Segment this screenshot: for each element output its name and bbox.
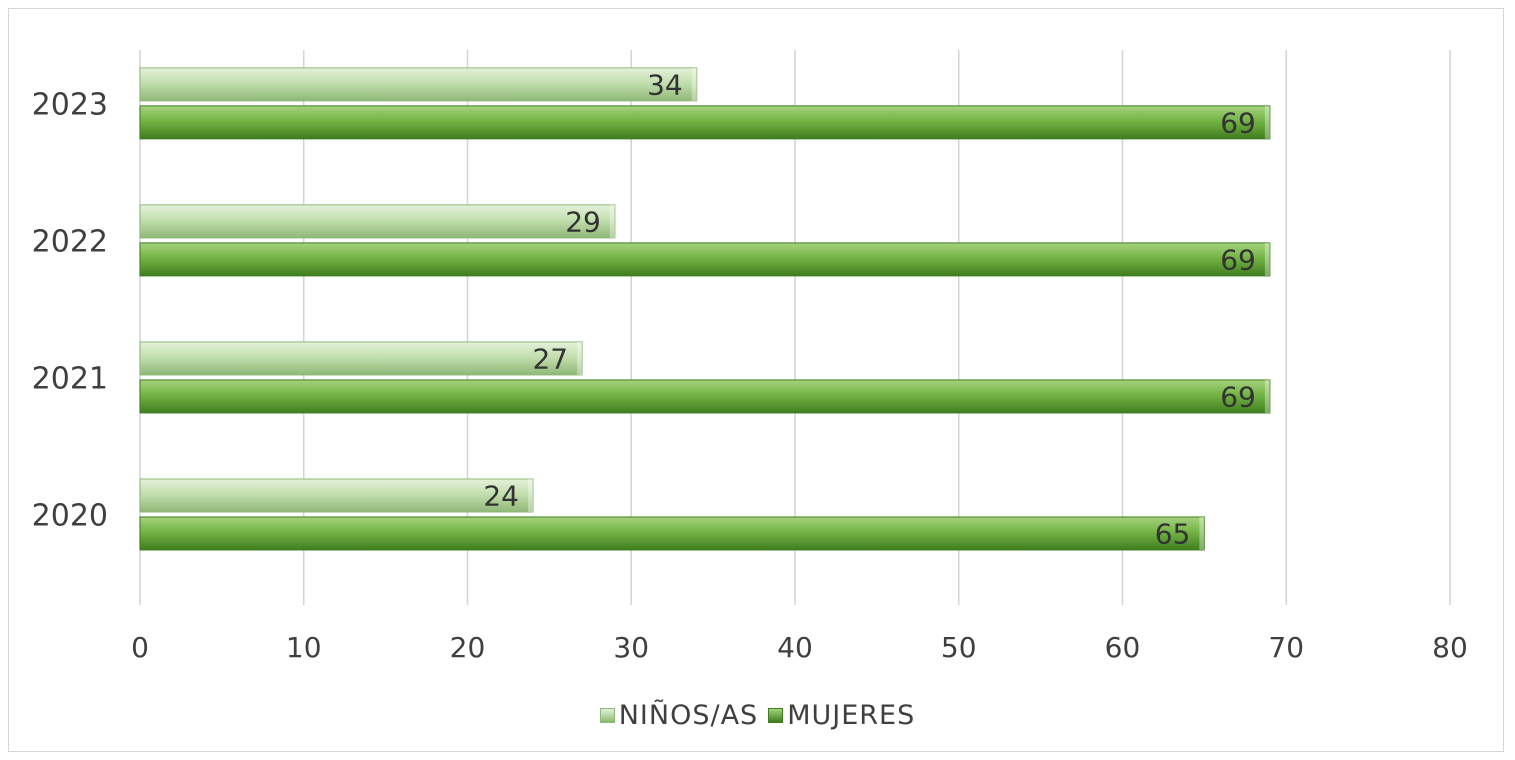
y-category-label: 2022 [32, 224, 108, 259]
legend: NIÑOS/AS MUJERES [0, 700, 1515, 731]
data-label: 27 [532, 342, 568, 375]
x-tick-label: 80 [1432, 631, 1468, 664]
bar-cap [528, 478, 533, 512]
legend-swatch-ninos [599, 708, 615, 723]
x-tick-label: 30 [613, 631, 649, 664]
data-label: 69 [1220, 243, 1256, 276]
legend-item-mujeres: MUJERES [768, 700, 915, 731]
bar-cap [691, 67, 697, 101]
legend-item-ninos: NIÑOS/AS [599, 700, 759, 731]
bar-cap [1264, 379, 1270, 413]
bar-ninos-2023 [139, 67, 698, 102]
data-label: 69 [1220, 106, 1256, 139]
x-tick-label: 20 [450, 631, 486, 664]
bar-mujeres-2020 [139, 516, 1205, 551]
data-label: 24 [483, 479, 519, 512]
bar-cap [1264, 242, 1270, 276]
y-category-label: 2023 [32, 87, 108, 122]
bar-ninos-2020 [139, 478, 534, 513]
bar-cap [609, 204, 615, 238]
bar-ninos-2021 [139, 341, 583, 376]
data-label: 29 [565, 205, 601, 238]
bar-cap [1199, 516, 1205, 550]
legend-label-mujeres: MUJERES [787, 700, 916, 731]
bars [139, 67, 1271, 551]
bar-ninos-2022 [139, 204, 616, 239]
y-category-label: 2020 [32, 498, 108, 533]
gridlines [139, 50, 1451, 605]
data-label: 34 [647, 68, 683, 101]
bar-cap [577, 341, 583, 375]
bar-mujeres-2022 [139, 242, 1271, 277]
y-category-label: 2021 [32, 361, 108, 396]
x-tick-label: 70 [1268, 631, 1304, 664]
bar-mujeres-2023 [139, 105, 1271, 140]
bar-cap [1264, 105, 1270, 139]
x-tick-label: 50 [941, 631, 977, 664]
legend-label-ninos: NIÑOS/AS [618, 700, 759, 731]
data-label: 65 [1155, 517, 1191, 550]
x-tick-label: 60 [1105, 631, 1141, 664]
x-tick-label: 40 [777, 631, 813, 664]
bar-mujeres-2021 [139, 379, 1271, 414]
labels: 0 10 20 30 40 50 60 70 80 2020 24 65 2021 27 69 2022 29 6… [32, 68, 1468, 664]
x-tick-label: 10 [286, 631, 322, 664]
x-tick-label: 0 [131, 631, 149, 664]
legend-swatch-mujeres [768, 708, 784, 723]
data-label: 69 [1220, 380, 1256, 413]
